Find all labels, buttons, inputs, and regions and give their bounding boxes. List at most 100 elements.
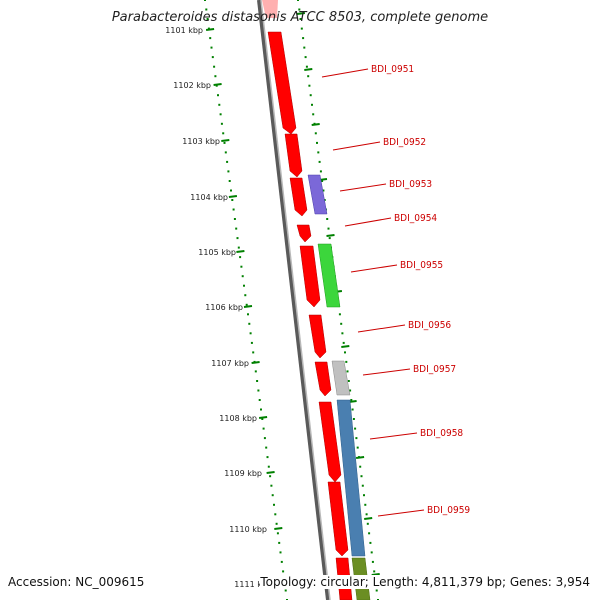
kbp-tick: [243, 305, 253, 308]
track-dot: [326, 218, 329, 220]
kbp-label: 1103 kbp: [182, 137, 220, 146]
track-dot: [210, 46, 213, 49]
track-dot: [214, 75, 217, 78]
track-dot: [284, 589, 287, 592]
gene-label-bdi-0953[interactable]: BDI_0953: [389, 179, 432, 190]
track-dot: [346, 370, 349, 373]
gene-arrow-partial-top: [262, 0, 278, 18]
track-dot: [274, 513, 277, 516]
track-dot: [359, 465, 362, 468]
leader-line: [350, 264, 398, 273]
gene-arrow-bdi-0959: [327, 481, 349, 557]
track-dot: [226, 160, 229, 163]
track-dot: [205, 8, 208, 11]
track-dot: [368, 532, 371, 535]
track-dot: [265, 446, 268, 449]
track-dot: [207, 27, 210, 30]
gene-label-bdi-0959[interactable]: BDI_0959: [427, 505, 470, 516]
kbp-label: 1108 kbp: [219, 414, 257, 423]
track-dot: [275, 522, 278, 525]
gene-label-bdi-0957[interactable]: BDI_0957: [413, 364, 456, 375]
track-dot: [340, 322, 343, 325]
track-dot: [236, 237, 239, 240]
track-dot: [327, 227, 330, 230]
track-dot: [371, 560, 374, 563]
track-tick: [296, 12, 306, 15]
leader-line: [362, 368, 411, 376]
track-dot: [355, 437, 358, 440]
track-dot: [257, 389, 260, 392]
track-dot: [347, 380, 350, 382]
kbp-label: 1107 kbp: [211, 359, 249, 368]
kbp-tick: [274, 527, 283, 530]
track-dot: [243, 284, 245, 287]
gene-label-bdi-0955[interactable]: BDI_0955: [400, 260, 443, 271]
leader-line: [369, 432, 418, 440]
track-dot: [322, 189, 325, 192]
track-tick: [326, 234, 335, 237]
track-dot: [222, 132, 225, 135]
gene-arrow-bdi-0955: [299, 245, 321, 308]
kbp-tick: [251, 361, 260, 364]
gene-label-bdi-0958[interactable]: BDI_0958: [420, 428, 463, 439]
track-dot: [240, 265, 243, 268]
leader-line: [321, 68, 369, 78]
track-dot: [215, 84, 218, 87]
track-dot: [345, 360, 348, 363]
track-tick: [341, 345, 350, 348]
track-dot: [213, 65, 216, 68]
track-dot: [204, 0, 206, 1]
track-dot: [361, 484, 364, 487]
track-dot: [297, 0, 299, 1]
gene-arrow-bdi-0957: [314, 361, 332, 397]
track-dot: [219, 113, 222, 116]
track-dot: [263, 437, 266, 440]
track-dot: [267, 465, 270, 468]
track-dot: [232, 208, 235, 211]
kbp-tick: [228, 195, 238, 198]
track-dot: [266, 456, 269, 459]
track-dot: [270, 484, 273, 487]
leader-line: [344, 217, 392, 227]
track-dot: [370, 551, 373, 554]
track-dot: [308, 84, 311, 87]
track-dot: [248, 322, 251, 325]
track-dot: [233, 218, 236, 220]
track-dot: [305, 65, 308, 68]
track-dot: [351, 408, 354, 411]
feature-purple: [307, 174, 328, 215]
track-dot: [352, 418, 355, 420]
gene-label-bdi-0954[interactable]: BDI_0954: [394, 213, 437, 224]
gene-arrow-bdi-0953: [289, 177, 308, 217]
track-dot: [369, 541, 372, 544]
kbp-tick: [213, 83, 222, 86]
kbp-label: 1101 kbp: [165, 26, 203, 35]
kbp-tick: [205, 28, 215, 31]
track-dot: [307, 75, 310, 78]
kbp-label: 1102 kbp: [173, 81, 211, 90]
gene-label-bdi-0952[interactable]: BDI_0952: [383, 137, 426, 148]
track-dot: [278, 541, 281, 544]
track-dot: [360, 475, 363, 478]
track-dot: [309, 94, 312, 97]
track-dot: [300, 27, 303, 30]
track-dot: [317, 151, 320, 154]
track-dot: [237, 246, 240, 249]
track-dot: [280, 560, 283, 563]
track-dot: [364, 503, 367, 506]
kbp-label: 1105 kbp: [198, 248, 236, 257]
track-dot: [314, 132, 317, 135]
track-tick: [311, 123, 320, 126]
track-dot: [342, 341, 345, 344]
feature-light-gray: [331, 360, 351, 396]
gene-label-bdi-0956[interactable]: BDI_0956: [408, 320, 451, 331]
track-dot: [311, 103, 313, 106]
track-tick: [371, 573, 380, 576]
gene-label-bdi-0951[interactable]: BDI_0951: [371, 64, 414, 75]
track-dot: [304, 56, 307, 59]
track-dot: [220, 122, 223, 125]
genome-title: Parabacteroides distasonis ATCC 8503, co…: [111, 10, 489, 25]
track-tick: [364, 517, 373, 520]
gene-arrow-bdi-0958: [318, 401, 342, 483]
track-dot: [228, 180, 231, 182]
